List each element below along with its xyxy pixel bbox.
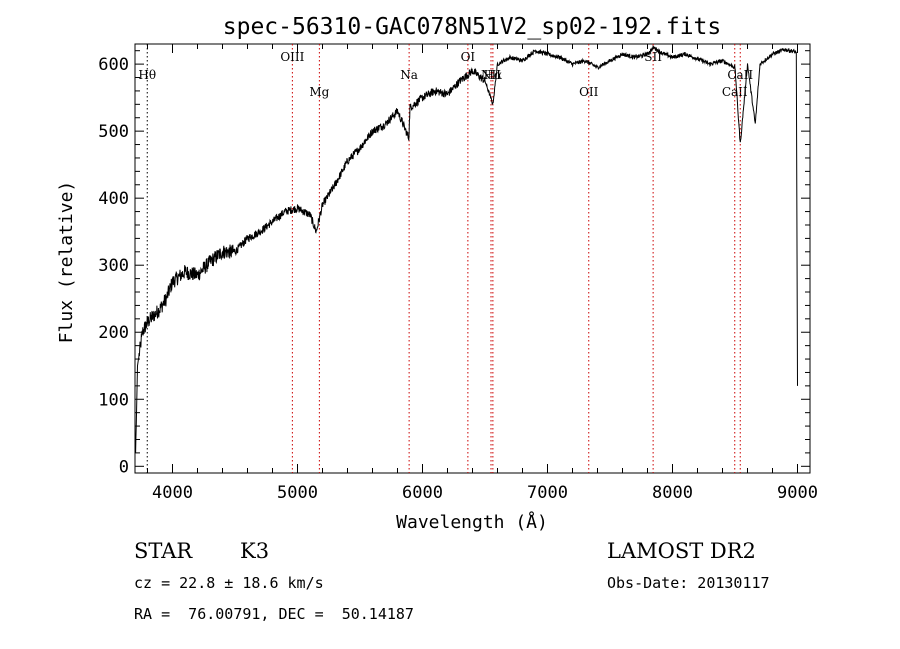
- x-axis-label: Wavelength (Å): [396, 511, 548, 533]
- y-tick-label: 200: [98, 323, 129, 343]
- x-tick-label: 8000: [652, 483, 693, 503]
- spectral-line-label: OI: [461, 50, 476, 64]
- spectral-line-label: OII: [579, 85, 599, 99]
- obs-date: Obs-Date: 20130117: [607, 574, 770, 592]
- y-tick-label: 100: [98, 390, 129, 410]
- y-tick-label: 500: [98, 122, 129, 142]
- x-tick-label: 4000: [152, 483, 193, 503]
- plot-area: 4000 5000 6000 7000 8000 9000 0 100 200 300 400 500…: [98, 43, 818, 503]
- spectral-line-label: Hα: [484, 68, 503, 82]
- survey-name: LAMOST DR2: [607, 539, 756, 563]
- spectral-line-label: Hθ: [138, 68, 156, 82]
- redshift-text: cz = 22.8 ± 18.6 km/s: [134, 574, 324, 592]
- object-subclass: K3: [240, 539, 270, 563]
- y-axis-label: Flux (relative): [56, 181, 77, 344]
- spectrum-line: [135, 45, 798, 453]
- x-tick-label: 6000: [402, 483, 443, 503]
- x-tick-label: 7000: [527, 483, 568, 503]
- coordinates: RA = 76.00791, DEC = 50.14187: [134, 605, 414, 623]
- chart-title: spec-56310-GAC078N51V2_sp02-192.fits: [223, 14, 722, 40]
- y-tick-label: 600: [98, 55, 129, 75]
- y-tick-label: 300: [98, 256, 129, 276]
- x-tick-label: 5000: [277, 483, 318, 503]
- x-tick-label: 9000: [777, 483, 818, 503]
- spectral-line-label: CaII: [722, 85, 748, 99]
- spectral-line-label: Mg: [309, 85, 329, 99]
- y-tick-label: 400: [98, 189, 129, 209]
- y-tick-label: 0: [119, 457, 129, 477]
- plot-frame: [134, 43, 811, 474]
- object-class: STAR: [134, 539, 193, 563]
- spectral-line-label: Na: [400, 68, 418, 82]
- spectral-line-label: OIII: [280, 50, 304, 64]
